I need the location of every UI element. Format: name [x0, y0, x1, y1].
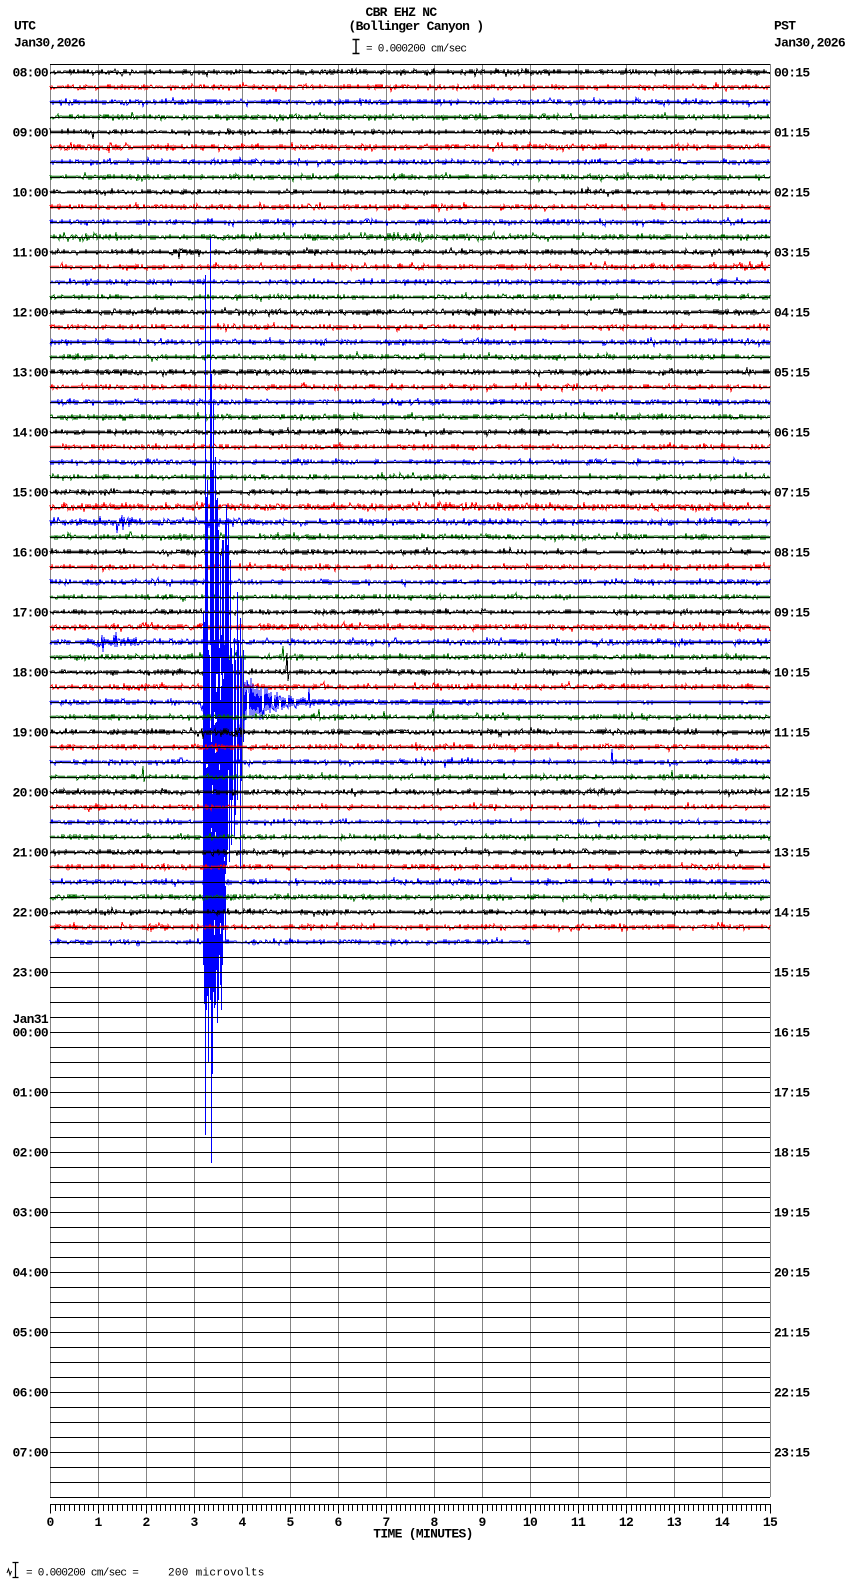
svg-text:19:00: 19:00 [12, 726, 48, 741]
svg-text:03:00: 03:00 [12, 1206, 48, 1221]
svg-text:00:15: 00:15 [774, 66, 810, 81]
svg-text:18:15: 18:15 [774, 1146, 810, 1161]
svg-text:13:15: 13:15 [774, 846, 810, 861]
svg-text:06:00: 06:00 [12, 1386, 48, 1401]
svg-text:10:15: 10:15 [774, 666, 810, 681]
svg-text:Jan30,2026: Jan30,2026 [14, 36, 86, 51]
svg-text:05:15: 05:15 [774, 366, 810, 381]
svg-text:TIME (MINUTES): TIME (MINUTES) [373, 1527, 472, 1542]
svg-text:2: 2 [142, 1515, 150, 1530]
svg-text:03:15: 03:15 [774, 246, 810, 261]
svg-text:04:15: 04:15 [774, 306, 810, 321]
svg-text:PST: PST [774, 19, 796, 34]
svg-text:18:00: 18:00 [12, 666, 48, 681]
svg-text:= 0.000200 cm/sec: = 0.000200 cm/sec [366, 44, 466, 56]
svg-text:UTC: UTC [14, 19, 36, 34]
svg-text:6: 6 [334, 1515, 342, 1530]
svg-text:09:15: 09:15 [774, 606, 810, 621]
svg-text:4: 4 [238, 1515, 246, 1530]
svg-text:00:00: 00:00 [12, 1026, 48, 1041]
svg-text:11:00: 11:00 [12, 246, 48, 261]
svg-text:3: 3 [190, 1515, 198, 1530]
svg-text:04:00: 04:00 [12, 1266, 48, 1281]
svg-text:14: 14 [715, 1515, 730, 1530]
svg-text:9: 9 [478, 1515, 486, 1530]
svg-text:Jan30,2026: Jan30,2026 [774, 36, 846, 51]
svg-text:17:15: 17:15 [774, 1086, 810, 1101]
svg-text:06:15: 06:15 [774, 426, 810, 441]
svg-text:01:15: 01:15 [774, 126, 810, 141]
svg-text:12: 12 [619, 1515, 634, 1530]
svg-text:07:00: 07:00 [12, 1446, 48, 1461]
svg-text:22:00: 22:00 [12, 906, 48, 921]
svg-text:15:15: 15:15 [774, 966, 810, 981]
svg-text:11: 11 [571, 1515, 586, 1530]
svg-text:11:15: 11:15 [774, 726, 810, 741]
svg-text:5: 5 [286, 1515, 294, 1530]
svg-text:22:15: 22:15 [774, 1386, 810, 1401]
svg-text:8: 8 [430, 1515, 438, 1530]
svg-text:16:15: 16:15 [774, 1026, 810, 1041]
svg-text:08:15: 08:15 [774, 546, 810, 561]
svg-text:05:00: 05:00 [12, 1326, 48, 1341]
svg-text:02:00: 02:00 [12, 1146, 48, 1161]
svg-text:7: 7 [382, 1515, 389, 1530]
svg-text:14:15: 14:15 [774, 906, 810, 921]
svg-text:17:00: 17:00 [12, 606, 48, 621]
svg-text:09:00: 09:00 [12, 126, 48, 141]
svg-text:1: 1 [94, 1515, 102, 1530]
svg-text:21:00: 21:00 [12, 846, 48, 861]
svg-text:14:00: 14:00 [12, 426, 48, 441]
svg-text:13: 13 [667, 1515, 682, 1530]
svg-text:13:00: 13:00 [12, 366, 48, 381]
svg-text:Jan31: Jan31 [12, 1012, 48, 1027]
svg-text:(Bollinger Canyon ): (Bollinger Canyon ) [349, 19, 484, 34]
svg-text:08:00: 08:00 [12, 66, 48, 81]
svg-text:01:00: 01:00 [12, 1086, 48, 1101]
svg-text:20:00: 20:00 [12, 786, 48, 801]
svg-text:200 microvolts: 200 microvolts [168, 1568, 265, 1580]
svg-text:15: 15 [763, 1515, 778, 1530]
svg-text:23:15: 23:15 [774, 1446, 810, 1461]
svg-text:02:15: 02:15 [774, 186, 810, 201]
svg-text:19:15: 19:15 [774, 1206, 810, 1221]
svg-text:20:15: 20:15 [774, 1266, 810, 1281]
svg-text:0: 0 [46, 1515, 54, 1530]
svg-text:16:00: 16:00 [12, 546, 48, 561]
svg-text:= 0.000200 cm/sec =: = 0.000200 cm/sec = [26, 1568, 138, 1580]
svg-text:23:00: 23:00 [12, 966, 48, 981]
svg-text:CBR EHZ NC: CBR EHZ NC [365, 5, 437, 20]
svg-text:15:00: 15:00 [12, 486, 48, 501]
svg-text:12:00: 12:00 [12, 306, 48, 321]
svg-text:10:00: 10:00 [12, 186, 48, 201]
svg-text:10: 10 [523, 1515, 538, 1530]
svg-text:21:15: 21:15 [774, 1326, 810, 1341]
svg-text:07:15: 07:15 [774, 486, 810, 501]
svg-text:12:15: 12:15 [774, 786, 810, 801]
